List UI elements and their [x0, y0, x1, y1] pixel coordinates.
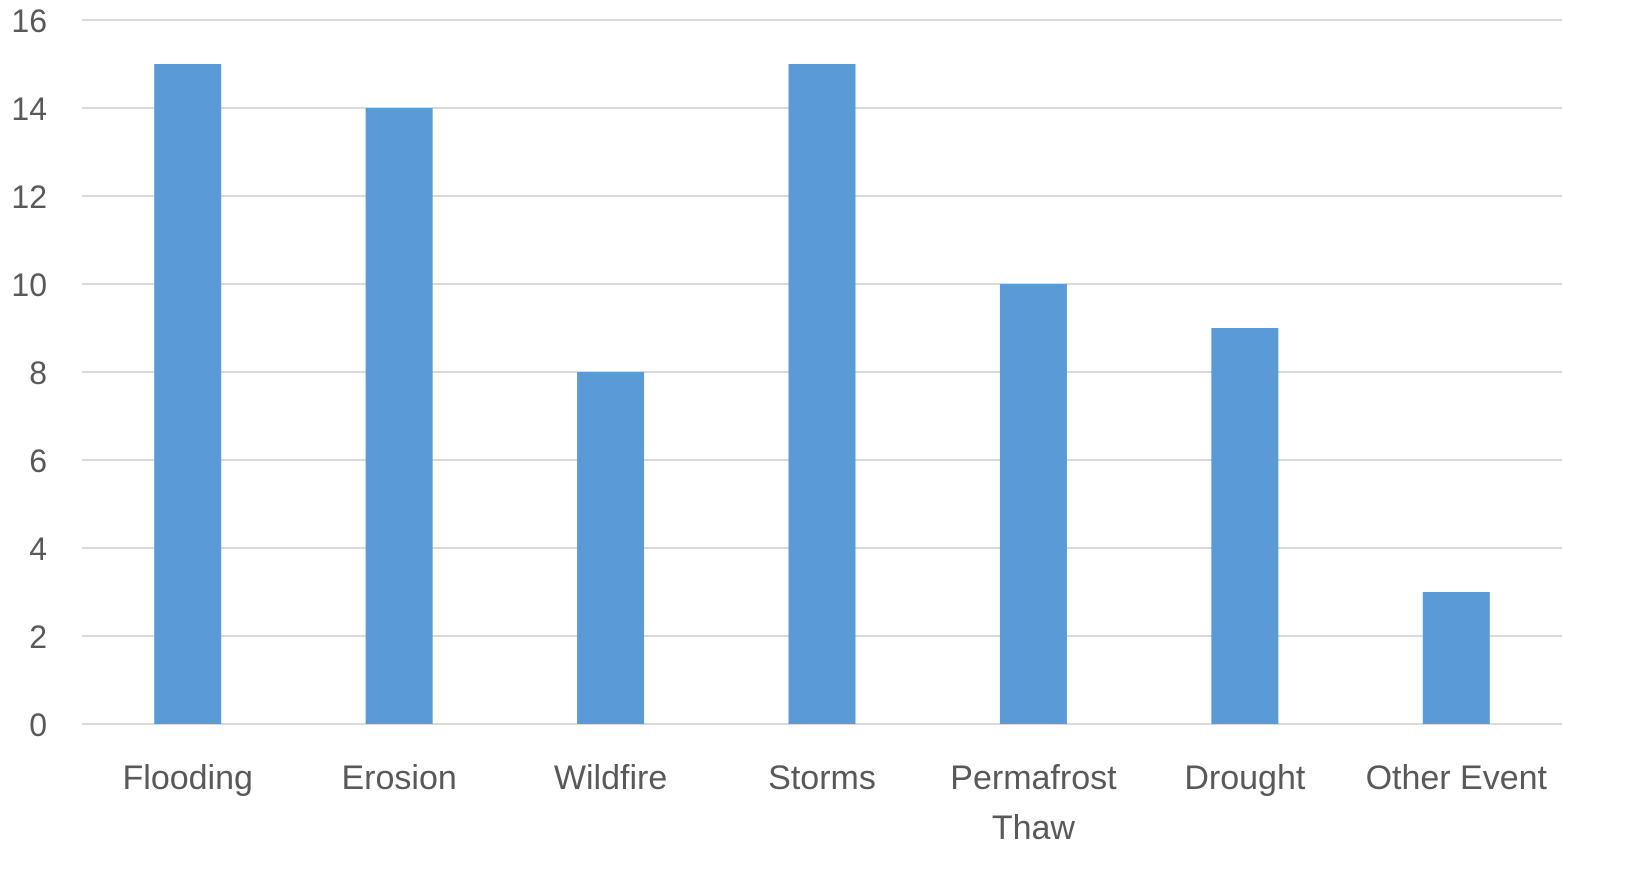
- bars: [154, 64, 1490, 724]
- x-tick-label: Other Event: [1366, 759, 1548, 797]
- bar: [365, 108, 433, 724]
- x-axis-ticks: Flooding Erosion Wildfire Storms Permafrost T…: [123, 759, 1548, 847]
- y-tick-label: 16: [11, 3, 47, 39]
- x-tick-label: Drought: [1184, 759, 1306, 797]
- y-tick-label: 6: [29, 443, 47, 479]
- bar: [577, 372, 645, 724]
- y-tick-label: 14: [11, 91, 47, 127]
- y-tick-label: 4: [29, 531, 47, 567]
- y-tick-label: 0: [29, 707, 47, 743]
- y-tick-label: 10: [11, 267, 47, 303]
- y-tick-label: 8: [29, 355, 47, 391]
- bar: [1422, 592, 1490, 724]
- x-tick-label: Thaw: [992, 809, 1076, 847]
- y-tick-label: 12: [11, 179, 47, 215]
- x-tick-label: Wildfire: [554, 759, 667, 797]
- bar: [1211, 328, 1279, 724]
- x-tick-label: Flooding: [123, 759, 253, 797]
- x-tick-label: Erosion: [342, 759, 457, 797]
- bar: [788, 64, 856, 724]
- y-axis-ticks: 0 2 4 6 8 10 12 14 16: [11, 3, 47, 743]
- x-tick-label: Storms: [768, 759, 876, 797]
- bar: [154, 64, 222, 724]
- y-tick-label: 2: [29, 619, 47, 655]
- bar: [999, 284, 1067, 724]
- x-tick-label: Permafrost: [950, 759, 1117, 797]
